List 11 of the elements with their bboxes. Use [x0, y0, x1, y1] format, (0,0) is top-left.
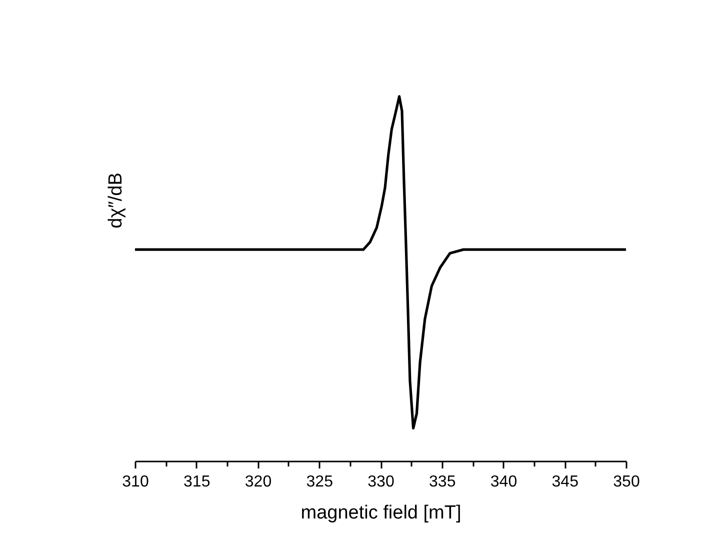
x-tick-label: 315	[184, 474, 210, 490]
x-tick-label: 330	[368, 474, 394, 490]
y-axis-title: dχ″/dB	[106, 172, 126, 228]
x-tick-label: 350	[613, 474, 640, 490]
x-tick-label: 320	[244, 474, 272, 490]
x-tick-label: 325	[306, 474, 334, 490]
x-tick-label: 340	[490, 474, 518, 490]
x-axis-title: magnetic field [mT]	[300, 502, 462, 524]
x-tick-label: 345	[552, 474, 579, 490]
x-tick-label: 310	[122, 474, 149, 490]
x-tick-label: 335	[429, 474, 456, 490]
